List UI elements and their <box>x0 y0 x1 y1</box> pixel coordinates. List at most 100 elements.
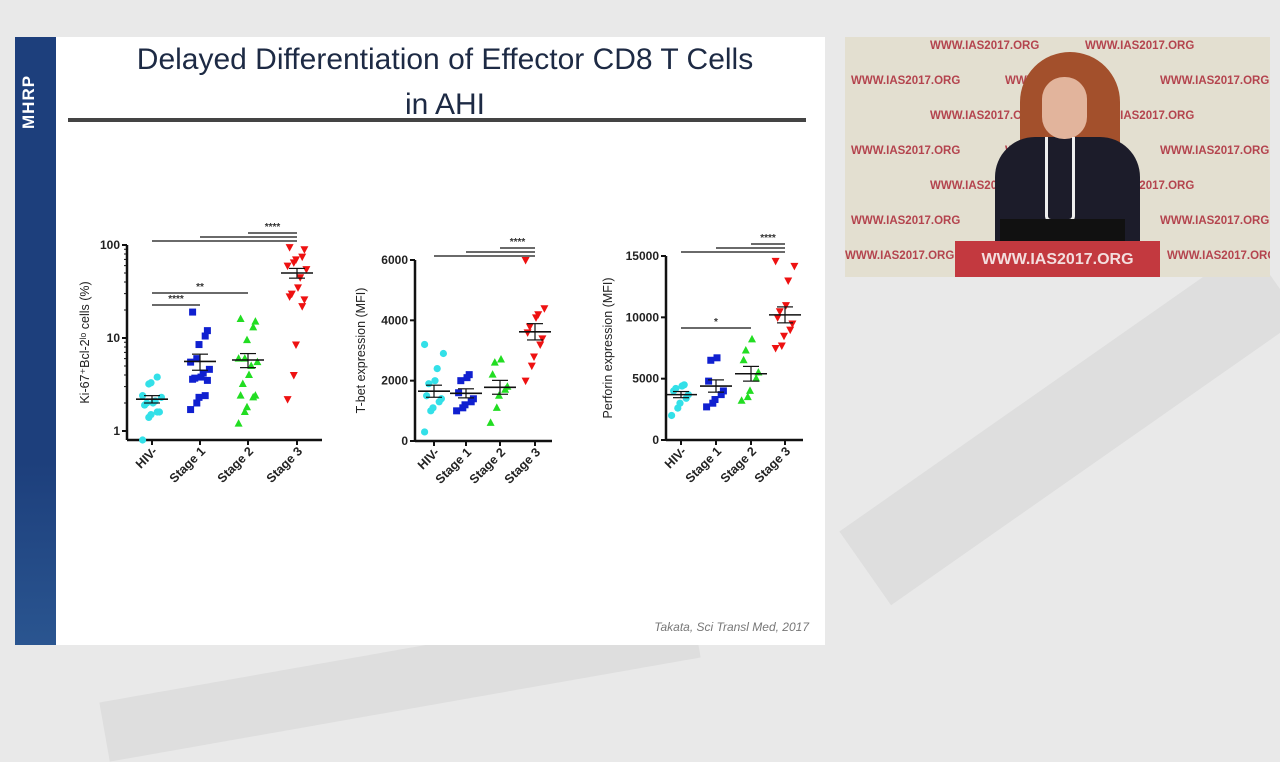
backdrop-text: WWW.IAS2017.ORG <box>1160 145 1270 157</box>
x-tick-label: Stage 2 <box>215 444 256 485</box>
data-point <box>203 327 211 335</box>
data-point <box>201 392 209 400</box>
backdrop-text: WWW.IAS2017.ORG <box>845 250 955 262</box>
data-point <box>294 284 302 292</box>
x-tick-label: HIV- <box>415 445 442 472</box>
data-point <box>245 370 253 378</box>
series-stage-3 <box>519 257 551 386</box>
data-point <box>421 428 429 436</box>
series-hiv- <box>665 381 697 420</box>
data-point <box>189 308 197 316</box>
data-point <box>147 411 155 419</box>
data-point <box>236 314 245 323</box>
y-tick-label: 6000 <box>381 253 408 267</box>
series-stage-1 <box>184 308 216 414</box>
data-point <box>668 411 676 420</box>
data-point <box>748 334 756 343</box>
data-point <box>672 384 680 393</box>
data-point <box>705 377 713 385</box>
title-divider <box>68 118 806 122</box>
x-tick-label: HIV- <box>133 444 160 471</box>
data-point <box>234 419 243 427</box>
speaker-face <box>1042 77 1087 139</box>
data-point <box>298 253 307 262</box>
y-tick-label: 15000 <box>626 249 660 263</box>
x-tick-label: Stage 2 <box>467 445 508 486</box>
speaker-video: WWW.IAS2017.ORG WWW.IAS2017.ORG WWW.IAS201… <box>845 37 1270 277</box>
data-point <box>737 396 746 404</box>
y-tick-label: 0 <box>401 434 408 448</box>
data-point <box>680 381 688 389</box>
data-point <box>191 374 199 382</box>
significance-label: **** <box>265 222 281 233</box>
y-axis-label: Perforin expression (MFI) <box>601 277 615 418</box>
data-point <box>238 379 247 388</box>
backdrop-text: WWW.IAS2017.ORG <box>1167 250 1270 262</box>
series-stage-2 <box>735 334 767 404</box>
x-tick-label: Stage 1 <box>167 444 208 485</box>
data-point <box>676 399 684 407</box>
y-tick-label: 10 <box>107 331 121 345</box>
y-tick-label: 1 <box>113 424 120 438</box>
backdrop-text: WWW.IAS2017.ORG <box>851 215 961 227</box>
backdrop-text: WWW.IAS2017.ORG <box>851 75 961 87</box>
x-tick-label: Stage 3 <box>752 444 793 485</box>
y-tick-label: 10000 <box>626 310 660 324</box>
data-point <box>784 277 793 286</box>
data-point <box>193 399 201 407</box>
data-point <box>243 335 251 344</box>
title-line-1: Delayed Differentiation of Effector CD8 … <box>136 43 754 76</box>
presentation-slide: MHRP Delayed Differentiation of Effector… <box>15 37 825 645</box>
data-point <box>743 392 752 401</box>
data-point <box>492 403 501 411</box>
data-point <box>469 395 477 403</box>
data-point <box>195 393 203 401</box>
podium: WWW.IAS2017.ORG <box>955 241 1160 277</box>
y-axis-label: T-bet expression (MFI) <box>354 288 368 414</box>
x-tick-label: Stage 1 <box>433 445 474 486</box>
data-point <box>431 377 439 385</box>
data-point <box>534 311 543 319</box>
data-point <box>155 408 163 416</box>
y-tick-label: 100 <box>100 238 120 252</box>
data-point <box>437 395 445 403</box>
series-stage-1 <box>700 354 732 411</box>
data-point <box>490 358 499 366</box>
backdrop-text: WWW.IAS2017.ORG <box>930 40 1040 52</box>
data-point <box>709 399 717 407</box>
data-point <box>243 402 251 411</box>
data-point <box>298 303 307 311</box>
data-point <box>525 323 534 331</box>
backdrop-text: WWW.IAS2017.ORG <box>851 145 961 157</box>
data-point <box>203 376 211 384</box>
data-point <box>240 407 249 416</box>
data-point <box>187 406 195 414</box>
data-point <box>486 418 495 426</box>
backdrop-text: WWW.IAS2017.ORG <box>930 110 1040 122</box>
data-point <box>503 382 512 390</box>
series-hiv- <box>418 340 450 436</box>
data-point <box>292 341 300 350</box>
x-tick-label: HIV- <box>662 444 689 471</box>
data-point <box>521 377 530 386</box>
data-point <box>439 349 447 358</box>
data-point <box>717 391 725 399</box>
data-point <box>746 386 754 394</box>
data-point <box>139 392 147 400</box>
data-point <box>236 391 245 399</box>
data-point <box>147 379 155 387</box>
data-point <box>283 396 292 404</box>
data-point <box>521 257 530 265</box>
data-point <box>771 257 780 266</box>
data-point <box>287 290 296 299</box>
data-point <box>711 396 719 404</box>
laptop <box>1000 219 1125 241</box>
series-stage-3 <box>769 257 801 353</box>
data-point <box>251 391 260 399</box>
lanyard <box>1045 137 1075 222</box>
series-stage-1 <box>450 371 482 415</box>
data-point <box>488 370 497 378</box>
data-point <box>283 262 292 271</box>
data-point <box>739 355 748 364</box>
